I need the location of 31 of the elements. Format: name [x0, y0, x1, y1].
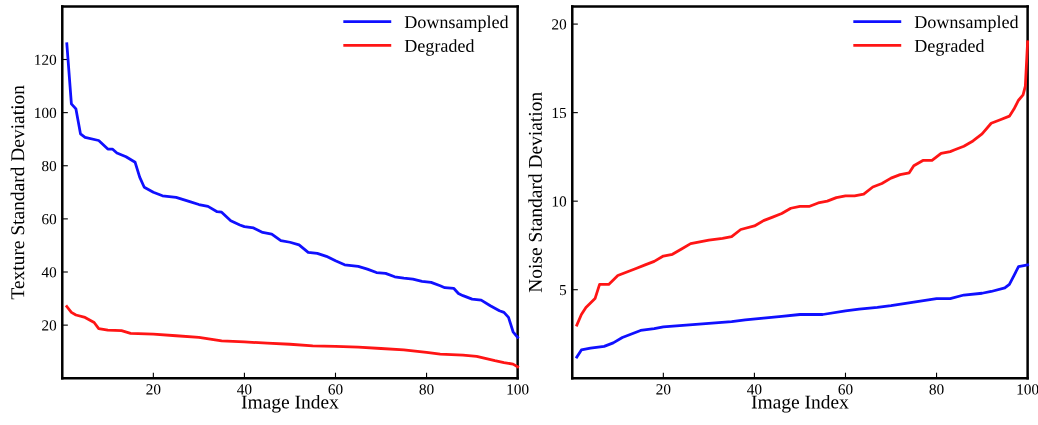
x-tick-label: 80	[929, 384, 944, 395]
y-axis-title: Noise Standard Deviation	[528, 92, 542, 293]
line-series	[575, 40, 1030, 327]
y-axis-title: Texture Standard Deviation	[10, 85, 25, 300]
x-axis-title: Image Index	[751, 394, 849, 413]
y-tick-label: 20	[42, 320, 57, 331]
legend-label: Degraded	[914, 39, 985, 56]
y-tick-label: 100	[35, 107, 57, 119]
y-tick-label: 40	[41, 267, 57, 278]
x-tick-label: 60	[838, 384, 853, 395]
legend-label: Downsampled	[914, 15, 1019, 32]
x-tick-label: 100	[507, 384, 529, 395]
line-series	[575, 263, 1030, 359]
x-tick-label: 20	[656, 384, 671, 395]
x-tick-label: 80	[419, 384, 434, 395]
line-series	[65, 305, 520, 369]
y-tick-label: 5	[559, 285, 567, 296]
y-tick-label: 60	[42, 214, 57, 225]
y-tick-label: 80	[42, 160, 57, 172]
legend-label: Downsampled	[404, 15, 509, 32]
x-tick-label: 40	[237, 384, 252, 395]
y-tick-label: 10	[552, 196, 567, 207]
y-tick-label: 120	[35, 54, 57, 65]
x-axis-title: Image Index	[241, 394, 339, 413]
x-tick-label: 20	[146, 384, 161, 395]
x-tick-label: 100	[1017, 384, 1038, 395]
x-tick-label: 60	[328, 384, 343, 395]
legend-label: Degraded	[404, 39, 475, 56]
y-tick-label: 15	[552, 107, 567, 119]
x-tick-label: 40	[747, 384, 762, 395]
y-tick-label: 20	[552, 19, 567, 30]
